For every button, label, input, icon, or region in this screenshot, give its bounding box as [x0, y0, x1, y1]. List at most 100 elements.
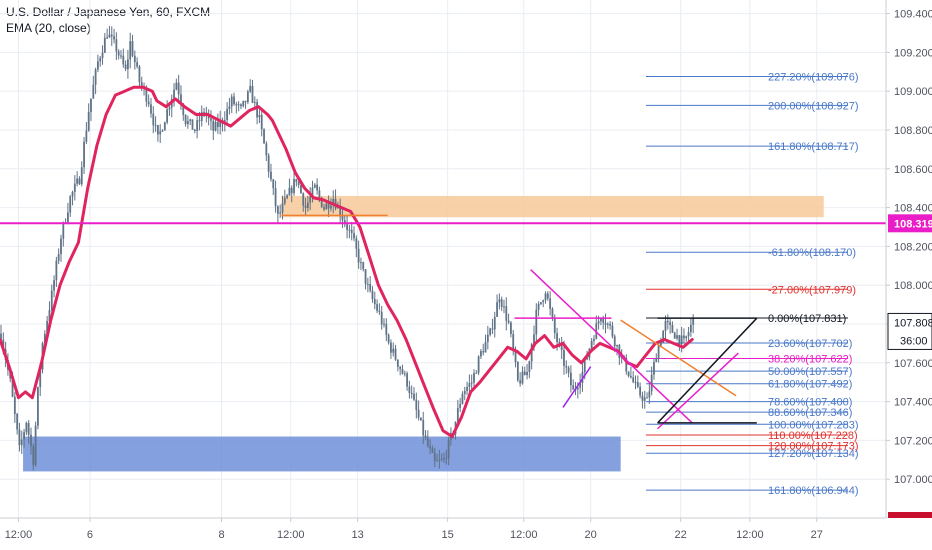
candle-body-150	[346, 224, 348, 230]
candle-body-82	[189, 119, 192, 122]
time-tick-label-3: 12:00	[277, 529, 305, 541]
candle-body-40	[92, 84, 95, 99]
candle-body-135	[311, 187, 314, 197]
chart-legend: U.S. Dollar / Japanese Yen, 60, FXCM EMA…	[6, 4, 210, 36]
candle-body-179	[413, 393, 415, 400]
candle-body-88	[203, 111, 205, 113]
indicator-title[interactable]: EMA (20, close)	[6, 21, 91, 35]
candle-body-98	[226, 109, 229, 121]
candle-body-113	[260, 114, 263, 130]
candle-body-281	[648, 391, 651, 398]
candle-body-151	[348, 229, 351, 231]
candle-body-149	[343, 220, 346, 225]
candle-body-77	[177, 82, 180, 95]
price-tick-label-2: 109.000	[894, 86, 932, 98]
level-price-tag	[888, 214, 932, 233]
time-axis[interactable]: 12:00 6 8 12:00 13 15 12:00 20 22 12:00 27	[0, 517, 932, 550]
time-axis-bg	[0, 518, 932, 550]
candle-body-261	[602, 318, 605, 323]
candle-body-143	[330, 205, 332, 209]
candle-body-109	[251, 85, 254, 103]
candle-body-92	[212, 120, 215, 131]
candle-body-246	[567, 367, 570, 373]
candle-body-110	[253, 102, 256, 104]
candle-body-81	[186, 121, 189, 125]
candle-body-168	[387, 334, 390, 343]
candle-body-186	[429, 445, 432, 449]
candle-body-300	[692, 317, 695, 325]
candle-body-99	[228, 106, 231, 110]
candle-body-90	[207, 115, 210, 119]
candle-body-276	[636, 382, 639, 387]
candle-body-256	[590, 341, 593, 349]
trend-lines[interactable]	[281, 214, 758, 430]
candle-body-13	[30, 434, 32, 447]
candle-body-288	[664, 320, 667, 331]
candle-body-25	[57, 254, 60, 261]
candle-body-222	[512, 334, 515, 351]
candle-body-166	[383, 323, 385, 325]
candle-body-296	[683, 335, 685, 339]
candle-body-63	[145, 88, 148, 102]
fib-label-12: 100.00%(107.283)	[768, 419, 859, 431]
price-tick-label-3: 108.800	[894, 125, 932, 137]
candle-body-165	[380, 311, 383, 325]
candle-body-193	[445, 458, 448, 460]
candle-body-101	[233, 96, 235, 105]
candle-body-102	[235, 104, 238, 106]
fib-label-1: 200.00%(108.927)	[768, 100, 859, 112]
candle-body-123	[283, 197, 286, 204]
candle-body-161	[371, 290, 374, 300]
candle-body-241	[556, 333, 558, 343]
candle-body-267	[616, 344, 618, 347]
candle-body-230	[530, 344, 533, 362]
candle-body-30	[69, 196, 72, 213]
candle-body-175	[403, 373, 406, 375]
candle-body-238	[549, 298, 552, 309]
candle-body-254	[586, 357, 588, 360]
candle-body-207	[477, 356, 480, 373]
candle-body-292	[673, 332, 676, 339]
candle-body-19	[43, 333, 46, 344]
candle-body-240	[553, 318, 556, 334]
ema-20-line	[0, 85, 694, 438]
candle-body-194	[447, 439, 450, 459]
candle-body-154	[355, 238, 358, 249]
time-tick-label-10: 27	[811, 529, 823, 541]
candle-body-173	[399, 366, 402, 370]
fib-label-11: 88.60%(107.346)	[768, 407, 852, 419]
candle-body-114	[263, 129, 265, 144]
candle-body-75	[173, 89, 175, 100]
candle-body-286	[659, 342, 662, 346]
candle-body-294	[678, 335, 681, 345]
candle-body-259	[597, 321, 600, 324]
candle-body-9	[20, 439, 23, 446]
candle-body-283	[653, 362, 655, 375]
fib-label-5: 0.00%(107.831)	[768, 313, 846, 325]
price-axis[interactable]: 109.400 109.200 109.000 108.800 108.600 108.4…	[885, 0, 932, 550]
candles	[0, 26, 695, 471]
fib-label-10: 78.60%(107.400)	[768, 397, 852, 409]
candle-body-271	[625, 357, 628, 372]
candle-body-131	[302, 193, 305, 206]
candle-body-262	[604, 322, 607, 325]
candle-body-275	[634, 382, 637, 384]
candle-body-184	[424, 435, 427, 438]
candle-body-188	[433, 452, 436, 461]
candle-body-54	[124, 64, 127, 70]
candle-body-23	[53, 280, 55, 291]
candle-body-115	[265, 143, 268, 156]
trend-line-1	[530, 269, 693, 424]
candle-body-66	[152, 113, 155, 126]
candle-body-80	[184, 114, 187, 125]
candle-body-106	[244, 100, 247, 103]
candle-body-211	[486, 334, 489, 342]
price-tick-label-4: 108.600	[894, 164, 932, 176]
candle-body-1	[2, 339, 5, 350]
candle-body-172	[396, 359, 399, 367]
candle-body-142	[327, 203, 330, 209]
symbol-title[interactable]: U.S. Dollar / Japanese Yen, 60, FXCM	[6, 5, 211, 19]
candle-body-53	[122, 55, 125, 65]
candle-body-209	[482, 351, 485, 353]
